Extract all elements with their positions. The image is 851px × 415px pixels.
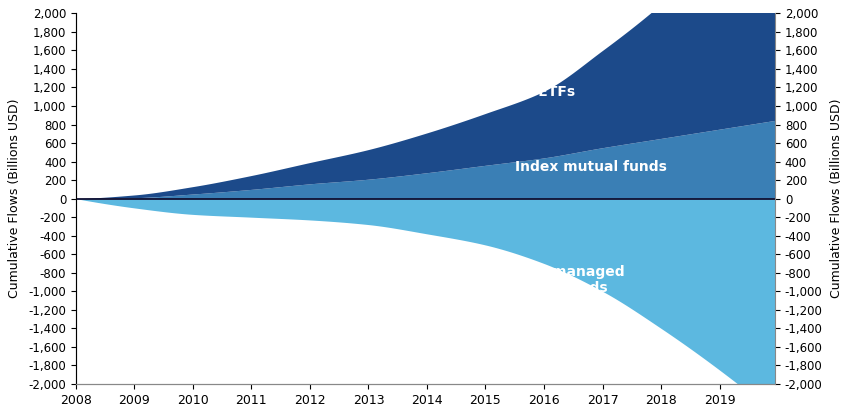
Text: Index mutual funds: Index mutual funds (515, 160, 666, 174)
Y-axis label: Cumulative Flows (Billions USD): Cumulative Flows (Billions USD) (9, 99, 21, 298)
Text: Actively-managed
mutual funds: Actively-managed mutual funds (485, 265, 626, 295)
Text: Index ETFs: Index ETFs (489, 85, 575, 99)
Y-axis label: Cumulative Flows (Billions USD): Cumulative Flows (Billions USD) (830, 99, 842, 298)
